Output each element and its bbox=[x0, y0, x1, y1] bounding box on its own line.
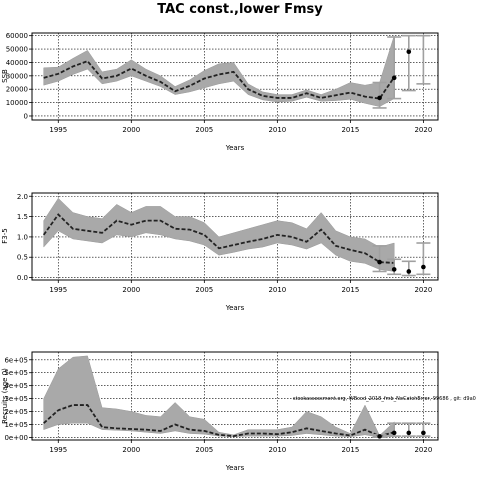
projection-interval-2019 bbox=[401, 34, 416, 92]
projection-interval-2020 bbox=[416, 34, 431, 85]
projection-interval-2018 bbox=[387, 258, 402, 276]
plot-frame bbox=[31, 32, 439, 121]
x-tick-label: 2020 bbox=[414, 446, 432, 454]
x-tick-label: 2020 bbox=[414, 286, 432, 294]
y-tick-label: 0 bbox=[24, 112, 28, 120]
figure-annotation: stockassessment.org, WBcod_2018_fmb_NoCa… bbox=[293, 396, 476, 402]
y-tick-label: 2e+05 bbox=[4, 408, 28, 416]
y-tick-label: 30000 bbox=[6, 72, 28, 80]
projection-point-2020 bbox=[421, 264, 426, 270]
projection-point-2019 bbox=[406, 430, 412, 436]
y-tick-label: 0.0 bbox=[17, 274, 28, 282]
x-tick-label: 2005 bbox=[195, 286, 213, 294]
projection-interval-2018 bbox=[387, 36, 402, 100]
y-tick-label: 1.5 bbox=[17, 213, 28, 221]
series-line-0 bbox=[42, 213, 395, 264]
x-tick-label: 2000 bbox=[122, 126, 140, 134]
x-axis-label: Years bbox=[225, 144, 245, 152]
projection-interval-2017 bbox=[372, 245, 387, 273]
y-axis-label: Recruits (age 0) bbox=[1, 368, 9, 424]
y-tick-label: 5e+05 bbox=[4, 369, 28, 377]
y-tick-label: 20000 bbox=[6, 86, 28, 94]
x-tick-label: 1995 bbox=[49, 446, 67, 454]
panel-recruitment: 1995 2000 2005 2010 2015 2020 0e+00 1e+05 2e+05 3… bbox=[1, 351, 439, 472]
panel-f: 1995 2000 2005 2010 2015 2020 0.0 0.5 1.0 1.5 2.0 Y… bbox=[1, 192, 439, 312]
x-tick-label: 2015 bbox=[341, 446, 359, 454]
y-tick-label: 2.0 bbox=[17, 193, 28, 201]
projection-point-2018 bbox=[391, 75, 397, 81]
y-tick-label: 4e+05 bbox=[4, 382, 28, 390]
y-tick-label: 3e+05 bbox=[4, 395, 28, 403]
panel-ssb: 1995 2000 2005 2010 2015 2020 0 10000 20000 30000… bbox=[1, 32, 439, 152]
y-tick-label: 1.0 bbox=[17, 233, 28, 241]
y-tick-label: 60000 bbox=[6, 32, 28, 40]
y-tick-label: 0e+00 bbox=[4, 434, 28, 442]
x-tick-label: 2010 bbox=[268, 286, 286, 294]
x-tick-label: 2005 bbox=[195, 446, 213, 454]
projection-point-2018 bbox=[391, 430, 397, 436]
projection-point-2017 bbox=[377, 95, 382, 101]
x-tick-label: 2020 bbox=[414, 126, 432, 134]
series-line-0 bbox=[43, 60, 395, 100]
y-tick-label: 40000 bbox=[6, 59, 28, 67]
projection-point-2019 bbox=[406, 49, 412, 55]
x-tick-label: 2010 bbox=[268, 446, 286, 454]
y-tick-label: 6e+05 bbox=[4, 356, 28, 364]
projection-point-2018 bbox=[391, 267, 397, 272]
y-tick-label: 1e+05 bbox=[4, 421, 28, 429]
x-axis-label: Years bbox=[225, 304, 245, 312]
y-axis-label: F3-5 bbox=[1, 228, 9, 243]
y-tick-label: 50000 bbox=[6, 46, 28, 54]
x-tick-label: 2005 bbox=[195, 126, 213, 134]
y-tick-label: 10000 bbox=[6, 99, 28, 107]
x-tick-label: 1995 bbox=[49, 126, 67, 134]
x-tick-label: 1995 bbox=[49, 286, 67, 294]
plot-frame bbox=[31, 351, 439, 441]
x-tick-label: 2010 bbox=[268, 126, 286, 134]
series-line-0 bbox=[43, 404, 395, 438]
x-tick-label: 2015 bbox=[341, 126, 359, 134]
plot-frame bbox=[31, 192, 439, 281]
y-tick-label: 0.5 bbox=[17, 254, 28, 262]
y-axis-label: SSB bbox=[1, 69, 9, 83]
projection-point-2020 bbox=[421, 430, 426, 436]
projection-point-2017 bbox=[377, 434, 382, 439]
x-tick-label: 2015 bbox=[341, 286, 359, 294]
x-axis-label: Years bbox=[225, 464, 245, 472]
projection-point-2019 bbox=[406, 269, 412, 274]
projection-point-2017 bbox=[377, 259, 382, 265]
x-tick-label: 2000 bbox=[122, 286, 140, 294]
projection-interval-2017 bbox=[372, 81, 387, 109]
x-tick-label: 2000 bbox=[122, 446, 140, 454]
figure-title: TAC const.,lower Fmsy bbox=[157, 2, 323, 17]
